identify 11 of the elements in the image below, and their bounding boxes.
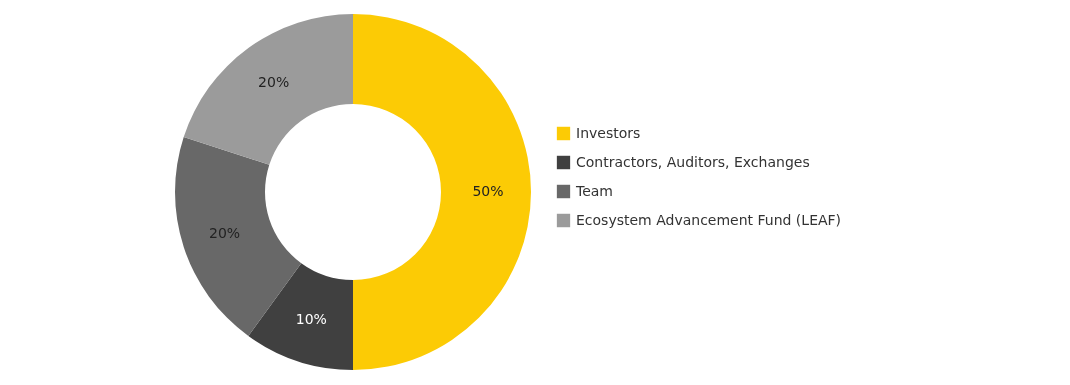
- donut-slice: [248, 263, 353, 370]
- data-label: 20%: [209, 224, 241, 241]
- data-label: 20%: [258, 73, 290, 90]
- legend-label: Investors: [576, 124, 641, 141]
- donut-slice: [353, 14, 531, 370]
- legend-label: Ecosystem Advancement Fund (LEAF): [576, 211, 842, 228]
- data-label: 50%: [472, 183, 504, 199]
- donut-slice: [183, 14, 353, 165]
- legend-label: Contractors, Auditors, Exchanges: [576, 153, 810, 170]
- legend-label: Team: [575, 182, 614, 199]
- data-label: 10%: [295, 311, 327, 328]
